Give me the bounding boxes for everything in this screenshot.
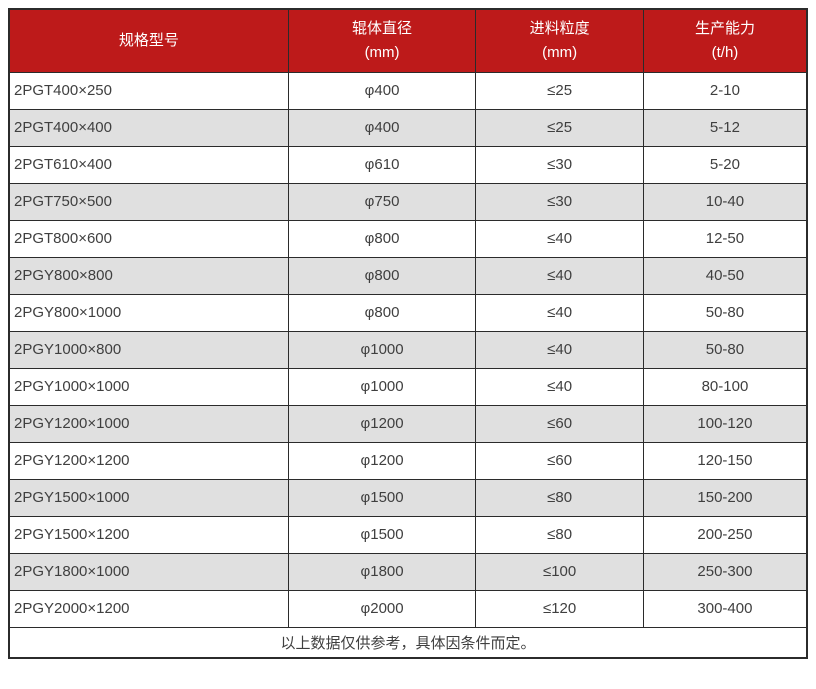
cell-capacity: 200-250 (642, 515, 808, 554)
table-row: 2PGT800×600 φ800 ≤40 12-50 (8, 219, 808, 258)
cell-capacity: 250-300 (642, 552, 808, 591)
cell-model: 2PGT400×400 (8, 108, 289, 147)
cell-model: 2PGY1500×1000 (8, 478, 289, 517)
cell-feed-size: ≤40 (475, 293, 644, 332)
column-header-feed-size: 进料粒度 (mm) (475, 8, 644, 73)
cell-model: 2PGY1000×1000 (8, 367, 289, 406)
column-header-title: 生产能力 (694, 19, 755, 37)
cell-model: 2PGT400×250 (8, 71, 289, 110)
cell-model: 2PGY1200×1200 (8, 441, 289, 480)
table-row: 2PGY1500×1200 φ1500 ≤80 200-250 (8, 515, 808, 554)
cell-feed-size: ≤40 (475, 367, 644, 406)
cell-capacity: 12-50 (642, 219, 808, 258)
column-header-title: 辊体直径 (352, 19, 413, 37)
cell-roller-diameter: φ1200 (287, 404, 477, 443)
column-header-unit: (t/h) (711, 43, 739, 61)
cell-capacity: 5-12 (642, 108, 808, 147)
table-row: 2PGY800×800 φ800 ≤40 40-50 (8, 256, 808, 295)
table-row: 2PGT400×250 φ400 ≤25 2-10 (8, 71, 808, 110)
table-row: 2PGT400×400 φ400 ≤25 5-12 (8, 108, 808, 147)
cell-feed-size: ≤25 (475, 71, 644, 110)
column-header-title: 规格型号 (118, 31, 179, 49)
table-row: 2PGT750×500 φ750 ≤30 10-40 (8, 182, 808, 221)
column-header-unit: (mm) (364, 43, 400, 61)
cell-roller-diameter: φ1200 (287, 441, 477, 480)
cell-roller-diameter: φ1000 (287, 367, 477, 406)
table-body: 2PGT400×250 φ400 ≤25 2-10 2PGT400×400 φ400 ≤25… (8, 71, 808, 628)
cell-roller-diameter: φ1500 (287, 478, 477, 517)
cell-model: 2PGY800×800 (8, 256, 289, 295)
cell-feed-size: ≤60 (475, 441, 644, 480)
table-row: 2PGY1500×1000 φ1500 ≤80 150-200 (8, 478, 808, 517)
cell-roller-diameter: φ1800 (287, 552, 477, 591)
table-header: 规格型号 辊体直径 (mm) 进料粒度 (mm) 生产能力 (t/h) (8, 8, 808, 73)
cell-roller-diameter: φ750 (287, 182, 477, 221)
cell-roller-diameter: φ800 (287, 219, 477, 258)
cell-feed-size: ≤40 (475, 330, 644, 369)
header-row: 规格型号 辊体直径 (mm) 进料粒度 (mm) 生产能力 (t/h) (8, 8, 808, 73)
cell-roller-diameter: φ1500 (287, 515, 477, 554)
table-row: 2PGY1000×1000 φ1000 ≤40 80-100 (8, 367, 808, 406)
cell-feed-size: ≤60 (475, 404, 644, 443)
cell-capacity: 80-100 (642, 367, 808, 406)
cell-feed-size: ≤30 (475, 182, 644, 221)
column-header-capacity: 生产能力 (t/h) (642, 8, 808, 73)
cell-feed-size: ≤30 (475, 145, 644, 184)
cell-capacity: 40-50 (642, 256, 808, 295)
cell-model: 2PGY1500×1200 (8, 515, 289, 554)
table-footnote: 以上数据仅供参考，具体因条件而定。 (8, 626, 808, 659)
cell-capacity: 300-400 (642, 589, 808, 628)
cell-feed-size: ≤100 (475, 552, 644, 591)
cell-roller-diameter: φ400 (287, 108, 477, 147)
table-footer: 以上数据仅供参考，具体因条件而定。 (8, 626, 808, 659)
column-header-model: 规格型号 (8, 8, 289, 73)
cell-model: 2PGT800×600 (8, 219, 289, 258)
cell-model: 2PGY1800×1000 (8, 552, 289, 591)
cell-roller-diameter: φ400 (287, 71, 477, 110)
cell-model: 2PGY800×1000 (8, 293, 289, 332)
column-header-unit: (mm) (542, 43, 578, 61)
cell-roller-diameter: φ2000 (287, 589, 477, 628)
table-row: 2PGY1200×1000 φ1200 ≤60 100-120 (8, 404, 808, 443)
cell-feed-size: ≤40 (475, 219, 644, 258)
cell-roller-diameter: φ800 (287, 293, 477, 332)
cell-capacity: 50-80 (642, 293, 808, 332)
cell-model: 2PGY1000×800 (8, 330, 289, 369)
cell-roller-diameter: φ610 (287, 145, 477, 184)
cell-capacity: 50-80 (642, 330, 808, 369)
cell-capacity: 2-10 (642, 71, 808, 110)
table-row: 2PGY2000×1200 φ2000 ≤120 300-400 (8, 589, 808, 628)
cell-model: 2PGT750×500 (8, 182, 289, 221)
table-row: 2PGY1800×1000 φ1800 ≤100 250-300 (8, 552, 808, 591)
cell-capacity: 100-120 (642, 404, 808, 443)
table-row: 2PGY1000×800 φ1000 ≤40 50-80 (8, 330, 808, 369)
cell-roller-diameter: φ1000 (287, 330, 477, 369)
cell-feed-size: ≤25 (475, 108, 644, 147)
cell-capacity: 150-200 (642, 478, 808, 517)
cell-roller-diameter: φ800 (287, 256, 477, 295)
column-header-title: 进料粒度 (529, 19, 590, 37)
cell-model: 2PGY1200×1000 (8, 404, 289, 443)
cell-capacity: 120-150 (642, 441, 808, 480)
cell-model: 2PGY2000×1200 (8, 589, 289, 628)
cell-model: 2PGT610×400 (8, 145, 289, 184)
cell-feed-size: ≤40 (475, 256, 644, 295)
spec-table: 规格型号 辊体直径 (mm) 进料粒度 (mm) 生产能力 (t/h) 2PGT400×25… (8, 8, 808, 659)
footnote-row: 以上数据仅供参考，具体因条件而定。 (8, 626, 808, 659)
table-row: 2PGT610×400 φ610 ≤30 5-20 (8, 145, 808, 184)
column-header-roller-diameter: 辊体直径 (mm) (287, 8, 477, 73)
cell-capacity: 5-20 (642, 145, 808, 184)
cell-feed-size: ≤80 (475, 478, 644, 517)
table-row: 2PGY1200×1200 φ1200 ≤60 120-150 (8, 441, 808, 480)
cell-feed-size: ≤120 (475, 589, 644, 628)
table-row: 2PGY800×1000 φ800 ≤40 50-80 (8, 293, 808, 332)
cell-feed-size: ≤80 (475, 515, 644, 554)
cell-capacity: 10-40 (642, 182, 808, 221)
